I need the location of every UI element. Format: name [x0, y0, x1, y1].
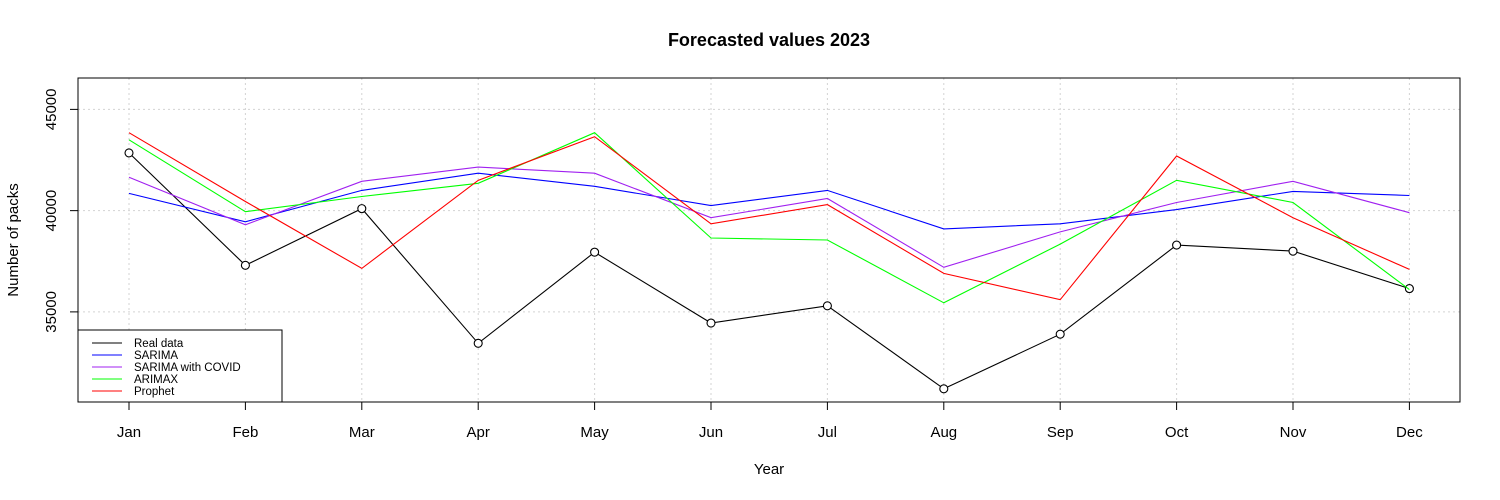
data-point-real-data: [473, 338, 483, 348]
series-line-arimax: [128, 132, 1410, 304]
legend-entry: SARIMA with COVID: [134, 362, 241, 374]
series-line-sarima: [128, 172, 1410, 230]
x-tick-label: Feb: [232, 424, 258, 441]
x-tick-label: Oct: [1165, 424, 1189, 441]
series-lines: [124, 132, 1414, 394]
y-tick-label: 40000: [43, 190, 60, 232]
data-point-real-data: [590, 247, 600, 257]
series-line-sarima-with-covid: [128, 166, 1410, 268]
x-tick-label: May: [580, 424, 609, 441]
y-tick-label: 45000: [43, 89, 60, 131]
data-point-real-data: [1172, 240, 1182, 250]
data-point-real-data: [1288, 246, 1298, 256]
legend-entry: ARIMAX: [134, 374, 178, 386]
data-point-real-data: [240, 260, 250, 270]
plot-frame: [77, 77, 1461, 403]
data-point-real-data: [124, 148, 134, 158]
axes: Jan Feb Mar Apr May Jun Jul Aug Sep Oct Nov Dec 3500…: [43, 77, 1461, 441]
x-tick-label: Sep: [1047, 424, 1074, 441]
data-point-real-data: [1404, 284, 1414, 294]
x-tick-label: Aug: [930, 424, 957, 441]
data-point-real-data: [706, 318, 716, 328]
data-point-real-data: [939, 384, 949, 394]
y-tick-label: 35000: [43, 291, 60, 333]
x-tick-label: Mar: [349, 424, 375, 441]
data-point-real-data: [822, 301, 832, 311]
grid-lines: [78, 78, 1460, 402]
y-axis-label: Number of packs: [5, 183, 22, 296]
chart-title: Forecasted values 2023: [668, 30, 870, 50]
data-point-real-data: [1055, 329, 1065, 339]
legend-entry: Prophet: [134, 386, 175, 398]
x-axis-label: Year: [754, 461, 784, 478]
x-tick-label: Nov: [1280, 424, 1307, 441]
legend-entry: SARIMA: [134, 350, 178, 362]
x-tick-label: Jun: [699, 424, 723, 441]
x-tick-label: Jul: [818, 424, 837, 441]
x-tick-label: Dec: [1396, 424, 1423, 441]
x-tick-label: Apr: [467, 424, 490, 441]
data-point-real-data: [357, 204, 367, 214]
series-line-real-data: [128, 152, 1410, 390]
x-tick-label: Jan: [117, 424, 141, 441]
series-line-prophet: [128, 132, 1410, 301]
legend-entry: Real data: [134, 338, 184, 350]
legend-box: [77, 329, 283, 403]
